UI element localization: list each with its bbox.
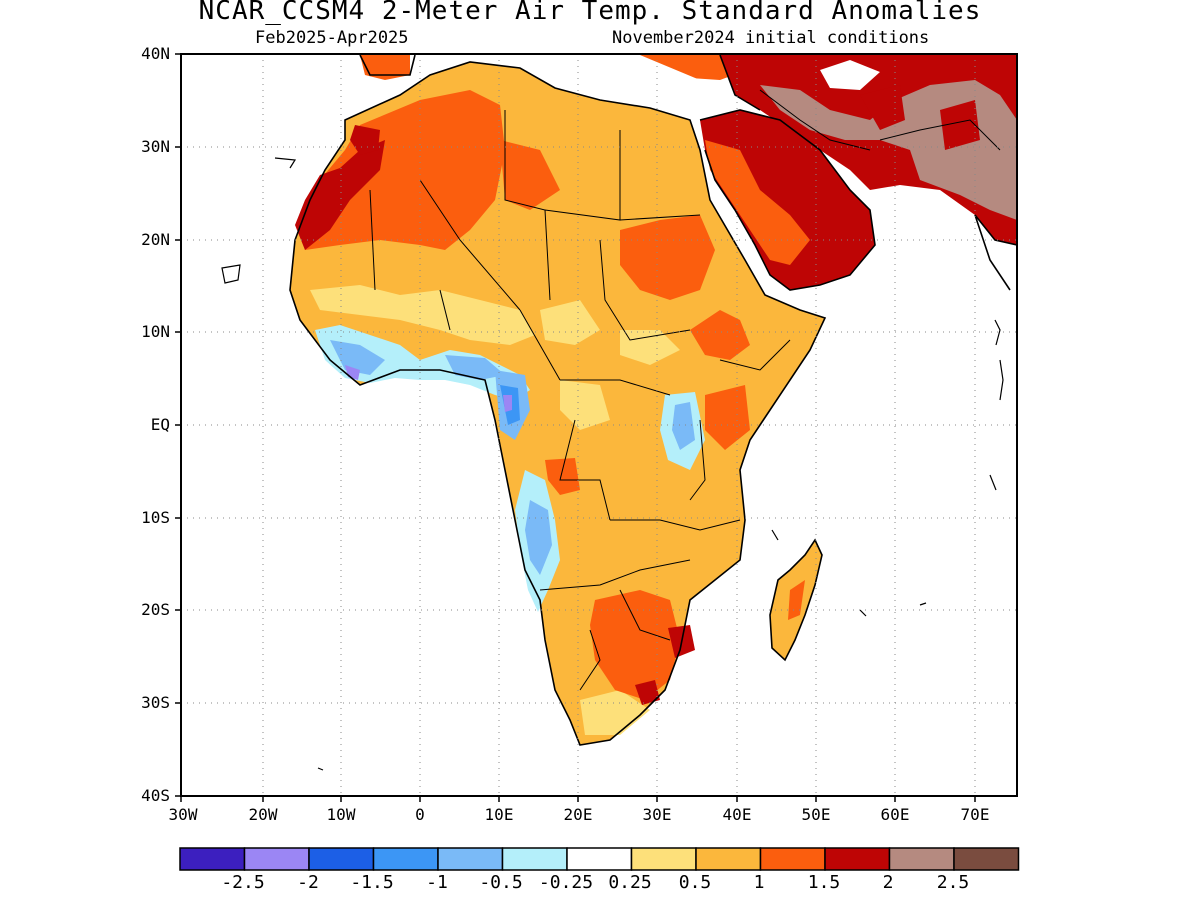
nw-africa-red: [295, 140, 385, 250]
colorbar-swatch: [888, 847, 955, 871]
colorbar-swatch: [566, 847, 633, 871]
colorbar-label: 0.25: [608, 872, 652, 893]
forecast-period: Feb2025-Apr2025: [255, 28, 409, 48]
lat-label: 40N: [141, 44, 170, 63]
lat-label: 20S: [141, 600, 170, 619]
lon-label: 70E: [960, 805, 990, 824]
colorbar-label: -2: [297, 872, 319, 893]
lon-label: 0: [415, 805, 425, 824]
colorbar-swatch: [308, 847, 375, 871]
colorbar-label: 1: [753, 872, 765, 893]
colorbar-label: -1: [426, 872, 448, 893]
lon-label: 50E: [801, 805, 831, 824]
colorbar-swatch: [437, 847, 504, 871]
colorbar-swatch: [179, 847, 246, 871]
country-borders: [369, 89, 1001, 691]
colorbar-swatch: [824, 847, 891, 871]
lon-label: 10E: [484, 805, 514, 824]
lat-label: EQ: [150, 415, 170, 434]
coastlines: [289, 54, 1017, 746]
colorbar-label: 2.5: [936, 872, 970, 893]
colorbar-swatch: [759, 847, 826, 871]
lon-label: 20W: [248, 805, 278, 824]
colorbar-label: -1.5: [350, 872, 394, 893]
map-title: NCAR_CCSM4 2-Meter Air Temp. Standard An…: [198, 0, 982, 26]
colorbar-label: -0.5: [479, 872, 523, 893]
colorbar-swatch: [630, 847, 697, 871]
lon-label: 10W: [326, 805, 356, 824]
lon-label: 40E: [722, 805, 752, 824]
lon-label: 60E: [880, 805, 910, 824]
axis-ticks: [175, 53, 976, 802]
lat-label: 30N: [141, 137, 170, 156]
lat-label: 10S: [141, 508, 170, 527]
lat-label: 20N: [141, 230, 170, 249]
colorbar-swatch: [695, 847, 762, 871]
lat-label: 40S: [141, 786, 170, 805]
colorbar-label: 2: [882, 872, 894, 893]
colorbar-label: 0.5: [678, 872, 712, 893]
colorbar-label: -0.25: [538, 872, 594, 893]
colorbar-swatch: [372, 847, 439, 871]
sahara-anomaly: [300, 90, 505, 250]
sahel-light: [310, 285, 535, 345]
arabia-anomaly: [700, 110, 875, 290]
islands: [221, 157, 1004, 771]
colorbar-swatch: [501, 847, 568, 871]
colorbar-swatch: [243, 847, 310, 871]
lon-label: 30E: [642, 805, 672, 824]
lat-label: 10N: [141, 322, 170, 341]
lon-label: 30W: [168, 805, 198, 824]
colorbar-label: -2.5: [221, 872, 265, 893]
colorbar-label: 1.5: [807, 872, 841, 893]
lat-label: 30S: [141, 693, 170, 712]
colorbar-swatch: [953, 847, 1020, 871]
lon-label: 20E: [563, 805, 593, 824]
initial-conditions: November2024 initial conditions: [612, 28, 930, 48]
grid: [181, 54, 1017, 796]
colorbar: [179, 847, 1020, 871]
